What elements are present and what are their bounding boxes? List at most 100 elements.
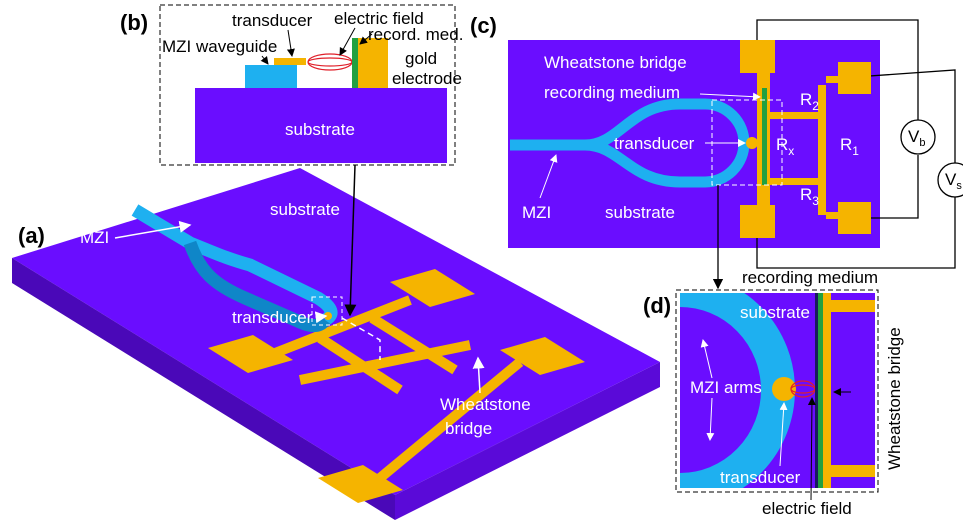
dashed-guide	[341, 317, 381, 360]
arrow	[779, 402, 788, 467]
waveguide	[245, 65, 297, 88]
arrow	[706, 397, 715, 441]
resistor-label: R3	[800, 185, 819, 208]
electrode-label: electrode	[392, 69, 462, 88]
board-side	[395, 362, 660, 520]
mzi-arm	[183, 240, 331, 332]
medium-label: record. med.	[368, 25, 463, 44]
recording-medium	[352, 38, 358, 88]
bridge-label: Wheatstone	[440, 395, 531, 414]
r-sub: 1	[852, 144, 859, 158]
field-label: electric field	[762, 499, 852, 518]
arrow	[260, 55, 269, 65]
wire	[756, 197, 956, 269]
bridge-label: bridge	[445, 419, 492, 438]
panel-b: (b) transducer electric field record. me…	[120, 4, 463, 166]
circuit	[756, 19, 963, 269]
arm	[831, 465, 875, 477]
arrow	[699, 92, 761, 101]
panel-label: (d)	[643, 293, 671, 318]
mzi-label: MZI	[80, 228, 109, 247]
pad	[740, 205, 775, 238]
bridge-c	[740, 40, 871, 238]
pad	[208, 335, 293, 373]
arm	[268, 295, 412, 360]
arm	[826, 76, 840, 83]
arm	[826, 212, 840, 219]
wire	[854, 69, 956, 163]
arms-label: MZI arms	[690, 378, 762, 397]
arrow	[314, 311, 328, 324]
pad	[838, 202, 871, 234]
v-base: V	[945, 170, 957, 189]
pad	[838, 62, 871, 94]
r-base: R	[840, 135, 852, 154]
pad	[390, 269, 475, 307]
medium-label: recording medium	[544, 83, 680, 102]
wire	[756, 19, 919, 120]
panel-label: (b)	[120, 10, 148, 35]
substrate	[195, 88, 447, 163]
electrode-label: gold	[405, 49, 437, 68]
field-line	[815, 293, 818, 488]
resistor-label: R2	[800, 90, 819, 113]
arm	[770, 178, 826, 185]
arrow	[472, 356, 485, 394]
panel-d: (d) substrate MZI arms transducer electr…	[643, 289, 904, 518]
arm	[770, 112, 826, 119]
arrow	[286, 29, 295, 57]
transducer-dot	[772, 377, 796, 401]
bridge-a	[208, 269, 585, 503]
substrate-label: substrate	[740, 303, 810, 322]
bridge-label: Wheatstone bridge	[885, 327, 904, 470]
transducer-label: transducer	[232, 308, 313, 327]
voltmeter	[900, 119, 936, 155]
vb-label: Vb	[908, 127, 925, 149]
resistor-label: Rx	[776, 135, 794, 158]
electrode	[358, 38, 388, 88]
board-side	[12, 258, 395, 520]
panel-label: (a)	[18, 223, 45, 248]
transducer-label: transducer	[614, 134, 695, 153]
pad	[740, 40, 775, 73]
bridge-arms	[268, 295, 524, 482]
r-base: R	[800, 90, 812, 109]
r-sub: x	[788, 144, 794, 158]
arm	[369, 313, 458, 375]
arrow	[700, 339, 713, 379]
transducer-dot	[746, 137, 758, 149]
waveguide-label: MZI waveguide	[162, 37, 277, 56]
v-base: V	[908, 127, 920, 146]
r-sub: 3	[812, 194, 819, 208]
panel-a: (a) substrate MZI transducer Wheatstone …	[12, 164, 660, 520]
r-base: R	[776, 135, 788, 154]
substrate-label: substrate	[285, 120, 355, 139]
wire	[855, 155, 919, 219]
r-base: R	[800, 185, 812, 204]
arm	[823, 293, 831, 488]
arrow	[339, 27, 356, 56]
r-sub: 2	[812, 99, 819, 113]
recording-medium	[762, 88, 767, 185]
arm	[376, 358, 524, 482]
arm	[298, 340, 472, 385]
transducer-label: transducer	[232, 11, 313, 30]
substrate-label: substrate	[270, 200, 340, 219]
resistor-label: R1	[840, 135, 859, 158]
zoom-box	[311, 296, 343, 326]
medium-label-below: recording medium	[742, 268, 878, 287]
arrow	[114, 220, 192, 239]
pad	[500, 337, 585, 375]
transducer-label: transducer	[720, 468, 801, 487]
v-sub: s	[956, 180, 962, 192]
recording-medium	[818, 293, 823, 488]
panel-c: (c) Wheatstone bridge recording medium R…	[470, 13, 963, 290]
arrow	[539, 154, 558, 199]
bridge-d	[823, 293, 875, 488]
panel-label: (c)	[470, 13, 497, 38]
field-label: electric field	[334, 9, 424, 28]
arm	[831, 300, 875, 312]
transducer	[274, 58, 306, 65]
substrate-label: substrate	[605, 203, 675, 222]
